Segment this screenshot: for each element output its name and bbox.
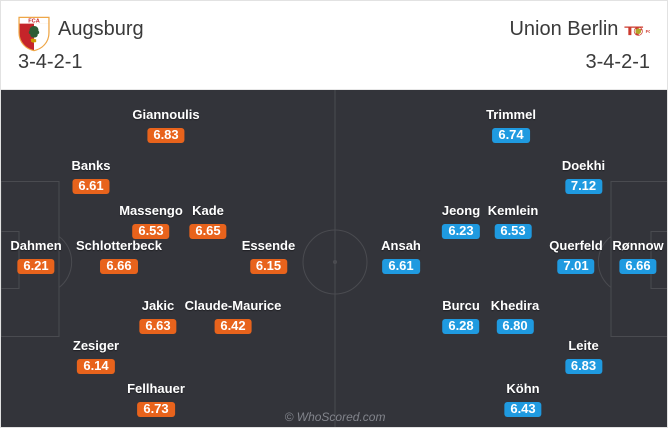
svg-text:FCU: FCU xyxy=(646,29,650,34)
svg-text:FCA: FCA xyxy=(28,18,40,24)
